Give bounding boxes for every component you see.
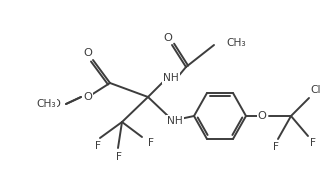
- Text: CH₃: CH₃: [226, 38, 245, 48]
- Text: NH: NH: [167, 116, 183, 126]
- Text: O: O: [84, 48, 93, 58]
- Text: CH₃: CH₃: [36, 99, 56, 109]
- Text: F: F: [116, 152, 122, 162]
- Text: O: O: [84, 92, 93, 102]
- Text: O: O: [84, 92, 93, 102]
- Text: O: O: [164, 33, 172, 43]
- Text: F: F: [95, 141, 101, 151]
- Text: F: F: [148, 138, 154, 148]
- Text: O: O: [51, 99, 60, 109]
- Text: O: O: [258, 111, 267, 121]
- Text: NH: NH: [163, 73, 179, 83]
- Text: F: F: [273, 142, 279, 152]
- Text: F: F: [310, 138, 316, 148]
- Text: Cl: Cl: [311, 85, 321, 95]
